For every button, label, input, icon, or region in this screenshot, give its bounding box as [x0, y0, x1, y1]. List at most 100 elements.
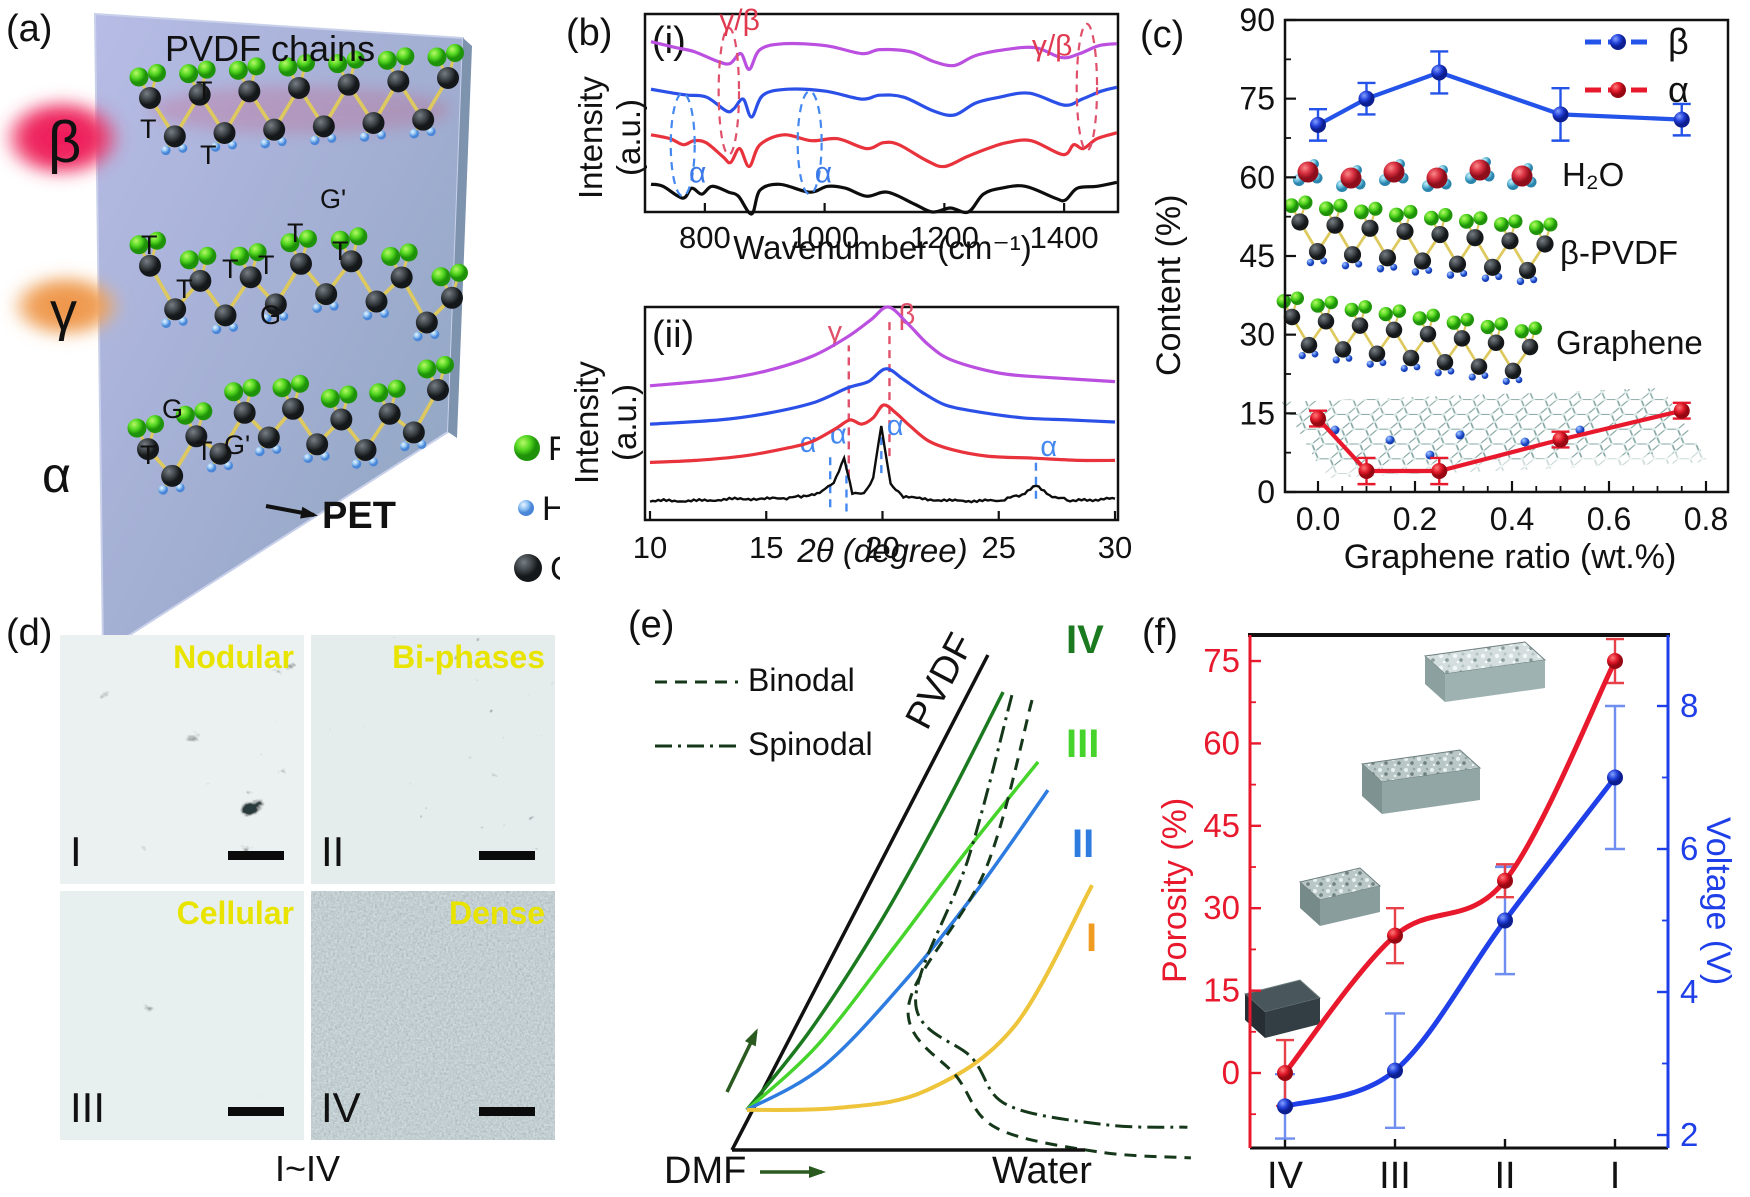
porosity-point: [1387, 927, 1403, 944]
carbon-atom: [213, 122, 236, 144]
phase-symbol-α: α: [42, 447, 71, 503]
fluorine-atom: [1480, 319, 1495, 335]
scale-bar: [228, 1107, 284, 1116]
fluorine-atom: [297, 54, 315, 72]
porosity-point: [1497, 872, 1513, 889]
data-point-α: [1673, 402, 1690, 419]
foam-block-ii: [1360, 749, 1482, 814]
fluorine-atom: [369, 383, 389, 403]
conformation-label: T: [222, 254, 239, 284]
legend-binodal-label: Binodal: [748, 662, 855, 698]
porosity-point: [1277, 1065, 1293, 1081]
fluorine-atom: [387, 379, 406, 398]
fluorine-atom: [248, 243, 267, 262]
hydrogen-atom: [1446, 271, 1455, 279]
hydrogen-atom: [1447, 367, 1455, 375]
hydrogen-atom: [1516, 277, 1525, 286]
hydrogen-atom: [351, 459, 362, 469]
conformation-label: T: [200, 140, 217, 170]
carbon-atom: [1413, 252, 1432, 270]
carbon-atom: [1453, 330, 1471, 347]
phase-symbol-γ: γ: [50, 282, 77, 342]
hydrogen-on-graphene: [1385, 435, 1395, 445]
carbon-atom: [1300, 336, 1318, 354]
left-tick-label: 75: [1203, 642, 1240, 679]
block-side: [1300, 882, 1320, 926]
carbon-atom: [427, 378, 449, 401]
plane-edge: [448, 38, 472, 438]
data-point-β: [1673, 111, 1690, 128]
annotation-γ/β: γ/β: [719, 4, 760, 37]
graphene-sheet-lower: [1290, 400, 1708, 478]
conformation-label: T: [332, 236, 349, 266]
panel-c-chart: 0 15 30 45 60 75 90 0.0 0.2 0.4 0.6 0.8 βα: [1239, 2, 1730, 537]
right-tick-label: 6: [1680, 830, 1698, 867]
carbon-atom: [1419, 325, 1437, 343]
hydrogen-atom: [329, 301, 339, 311]
carbon-atom: [306, 433, 329, 456]
carbon-atom: [288, 77, 310, 99]
fluorine-atom: [299, 229, 317, 248]
sem-texture-cellular: [60, 891, 304, 1140]
fluorine-atom: [148, 64, 166, 82]
hydrogen-atom: [1345, 355, 1353, 362]
category-label-IV: IV: [1267, 1155, 1304, 1197]
water-oxygen: [1469, 159, 1491, 181]
fluorine-atom: [230, 246, 250, 266]
sem-image-dense: Dense IV: [311, 891, 555, 1140]
carbon-atom: [402, 421, 425, 444]
water-oxygen: [1297, 161, 1319, 183]
hydrogen-atom: [1502, 377, 1510, 385]
fluorine-atom: [198, 246, 217, 265]
x-tick-label: 1400: [1030, 220, 1099, 255]
category-label-III: III: [1379, 1155, 1411, 1197]
carbon-atom: [1518, 261, 1537, 280]
content-x-axis-title: Graphene ratio (wt.%): [1343, 538, 1677, 576]
hydrogen-atom: [369, 457, 378, 467]
foam-block-iii: [1298, 867, 1382, 926]
fluorine-atom: [1354, 204, 1369, 220]
conformation-label: G: [260, 300, 281, 330]
carbon-atom: [1483, 258, 1502, 276]
hydrogen-atom: [175, 483, 185, 493]
sem-image-cellular: Cellular III: [60, 891, 304, 1140]
sem-texture-nodular: [60, 635, 304, 884]
carbon-atom: [315, 283, 338, 306]
fluorine-atom: [1529, 220, 1544, 236]
y-tick-label: 0: [1257, 474, 1275, 510]
fluorine-atom: [242, 378, 261, 397]
inset-label-beta-pvdf: β-PVDF: [1560, 234, 1678, 271]
highlight-ellipse: [796, 90, 823, 196]
block-front: [1265, 998, 1320, 1038]
xrd-curve-red: [649, 403, 1116, 465]
fluorine-atom: [1424, 210, 1439, 226]
left-tick-label: 60: [1203, 724, 1240, 761]
alpha-chain: [127, 355, 454, 495]
voltage-curve: [1284, 775, 1617, 1109]
conformation-label: T: [140, 114, 157, 144]
arrow-head: [809, 1166, 826, 1178]
fluorine-atom: [1310, 298, 1325, 313]
atom-legend-sphere-H: [518, 500, 534, 516]
water-oxygen: [1383, 161, 1405, 183]
xrd-x-axis-title: 2θ (degree): [797, 532, 968, 569]
carbon-atom: [185, 425, 208, 448]
carbon-atom: [1402, 349, 1420, 367]
sem-type-label: Nodular: [173, 639, 294, 675]
data-point-β: [1431, 64, 1448, 81]
annotation-γ/β: γ/β: [1032, 30, 1073, 63]
fluorine-atom: [1290, 291, 1304, 305]
fluorine-atom: [1368, 201, 1383, 216]
carbon-atom: [390, 266, 413, 289]
x-tick-label: 20: [865, 530, 899, 565]
pet-label: PET: [322, 495, 396, 537]
phase-curve-I: [746, 884, 1094, 1112]
dmf-axis-label: DMF: [664, 1150, 747, 1192]
category-label-II: II: [1494, 1155, 1515, 1197]
block-side: [1425, 656, 1445, 702]
fluorine-atom: [396, 47, 415, 66]
guide-label-α: α: [1040, 431, 1057, 463]
sem-texture-dense: [311, 891, 555, 1140]
hydrogen-atom: [430, 330, 440, 340]
